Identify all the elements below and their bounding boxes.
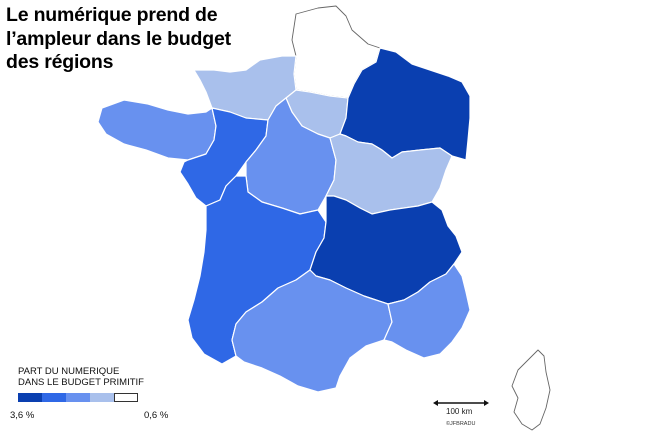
legend-swatch bbox=[18, 393, 42, 402]
legend-swatch bbox=[42, 393, 66, 402]
legend-swatch bbox=[114, 393, 138, 402]
double-arrow-icon bbox=[433, 400, 489, 406]
legend-color-scale bbox=[18, 393, 144, 402]
region-corse[interactable] bbox=[511, 349, 551, 431]
title-line: des régions bbox=[6, 51, 114, 73]
legend-swatch bbox=[90, 393, 114, 402]
title-line: Le numérique prend de bbox=[6, 4, 218, 26]
scale-bar-label: 100 km bbox=[446, 407, 473, 416]
region-provence-alpes-cote-d-azur[interactable] bbox=[383, 263, 471, 359]
credit: ©JFBRADU bbox=[446, 421, 476, 427]
scale-bar: 100 km bbox=[432, 398, 490, 416]
legend: PART DU NUMERIQUE DANS LE BUDGET PRIMITI… bbox=[10, 366, 168, 421]
legend-title-line: DANS LE BUDGET PRIMITIF bbox=[18, 377, 144, 388]
region-bretagne[interactable] bbox=[97, 99, 217, 161]
legend-min-label: 3,6 % bbox=[10, 410, 35, 421]
region-centre-val-de-loire[interactable] bbox=[245, 97, 337, 215]
legend-swatch bbox=[66, 393, 90, 402]
map-title: Le numérique prend de l’ampleur dans le … bbox=[6, 4, 256, 75]
title-line: l’ampleur dans le budget bbox=[6, 27, 231, 50]
legend-max-label: 0,6 % bbox=[144, 410, 169, 421]
legend-title-line: PART DU NUMERIQUE bbox=[18, 366, 120, 377]
